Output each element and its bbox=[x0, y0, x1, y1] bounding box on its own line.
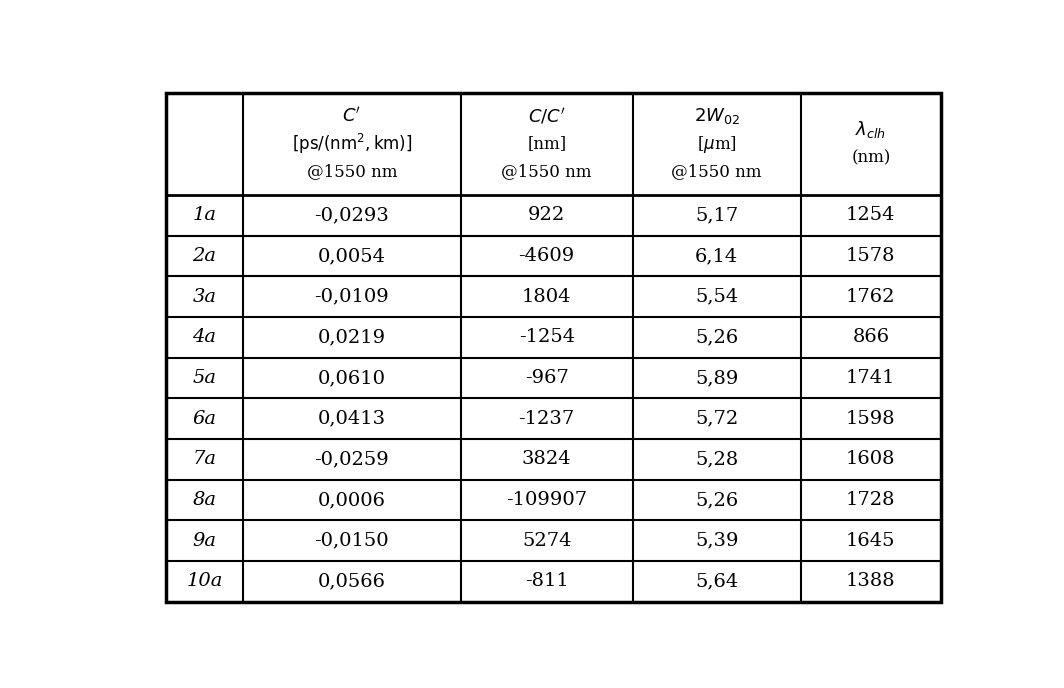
Text: 0,0566: 0,0566 bbox=[318, 572, 386, 590]
Text: 1388: 1388 bbox=[846, 572, 896, 590]
Text: 1728: 1728 bbox=[846, 491, 896, 509]
Text: 0,0054: 0,0054 bbox=[318, 247, 386, 265]
Text: 5,39: 5,39 bbox=[695, 532, 738, 550]
Text: 1598: 1598 bbox=[846, 409, 896, 428]
Text: -967: -967 bbox=[525, 369, 568, 387]
Text: 0,0610: 0,0610 bbox=[318, 369, 386, 387]
Text: 1645: 1645 bbox=[846, 532, 896, 550]
Text: 922: 922 bbox=[528, 206, 565, 224]
Text: $[\mathrm{ps/(nm^2,km)}]$: $[\mathrm{ps/(nm^2,km)}]$ bbox=[292, 132, 412, 156]
Text: 5,64: 5,64 bbox=[695, 572, 738, 590]
Text: 5,26: 5,26 bbox=[695, 328, 738, 346]
Text: $C'$: $C'$ bbox=[343, 107, 362, 126]
Text: 5,89: 5,89 bbox=[695, 369, 738, 387]
Text: 5274: 5274 bbox=[522, 532, 571, 550]
Text: $\lambda_{clh}$: $\lambda_{clh}$ bbox=[855, 119, 886, 140]
Text: 4a: 4a bbox=[193, 328, 216, 346]
Text: -0,0293: -0,0293 bbox=[314, 206, 389, 224]
Text: -0,0259: -0,0259 bbox=[315, 451, 389, 469]
Text: 3824: 3824 bbox=[522, 451, 571, 469]
Text: 1254: 1254 bbox=[846, 206, 896, 224]
Text: 5,72: 5,72 bbox=[695, 409, 738, 428]
Text: -0,0150: -0,0150 bbox=[315, 532, 389, 550]
Text: $C/C'$: $C/C'$ bbox=[528, 107, 566, 127]
Text: 6a: 6a bbox=[193, 409, 216, 428]
Text: (nm): (nm) bbox=[851, 150, 891, 166]
Text: -1237: -1237 bbox=[518, 409, 575, 428]
Text: 6,14: 6,14 bbox=[695, 247, 738, 265]
Text: 5,26: 5,26 bbox=[695, 491, 738, 509]
Text: [$\mu$m]: [$\mu$m] bbox=[697, 133, 736, 155]
Text: 5a: 5a bbox=[193, 369, 216, 387]
Text: 0,0006: 0,0006 bbox=[318, 491, 386, 509]
Text: 9a: 9a bbox=[193, 532, 216, 550]
Text: 5,17: 5,17 bbox=[695, 206, 738, 224]
Text: @1550 nm: @1550 nm bbox=[306, 163, 397, 180]
Text: 1a: 1a bbox=[193, 206, 216, 224]
Text: 5,54: 5,54 bbox=[695, 288, 738, 305]
Text: 0,0219: 0,0219 bbox=[318, 328, 386, 346]
Text: -1254: -1254 bbox=[518, 328, 575, 346]
Text: 10a: 10a bbox=[186, 572, 222, 590]
Text: @1550 nm: @1550 nm bbox=[671, 163, 762, 180]
Text: 8a: 8a bbox=[193, 491, 216, 509]
Text: -4609: -4609 bbox=[518, 247, 575, 265]
Text: 0,0413: 0,0413 bbox=[318, 409, 386, 428]
Text: 866: 866 bbox=[852, 328, 890, 346]
Text: 1804: 1804 bbox=[522, 288, 571, 305]
Text: 1608: 1608 bbox=[846, 451, 896, 469]
Text: [nm]: [nm] bbox=[527, 136, 566, 153]
Text: 1741: 1741 bbox=[846, 369, 896, 387]
Text: 2a: 2a bbox=[193, 247, 216, 265]
Text: -811: -811 bbox=[525, 572, 568, 590]
Text: 1578: 1578 bbox=[846, 247, 896, 265]
Text: 7a: 7a bbox=[193, 451, 216, 469]
Text: 5,28: 5,28 bbox=[695, 451, 738, 469]
Text: -0,0109: -0,0109 bbox=[315, 288, 389, 305]
Text: 1762: 1762 bbox=[846, 288, 896, 305]
Text: 3a: 3a bbox=[193, 288, 216, 305]
Text: -109907: -109907 bbox=[506, 491, 587, 509]
Text: @1550 nm: @1550 nm bbox=[501, 163, 592, 180]
Text: $2W_{02}$: $2W_{02}$ bbox=[694, 107, 739, 127]
